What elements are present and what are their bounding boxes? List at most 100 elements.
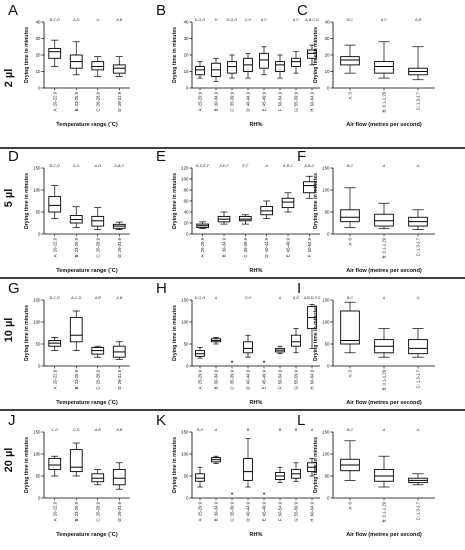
y-tick-label: 0 [327, 364, 330, 369]
significance-label: A,B,D,F,G [303, 296, 321, 300]
category-label: B: 30-34.9 [214, 501, 219, 521]
box-1 [69, 310, 83, 351]
x-axis-label: Temperature range (˚C) [56, 267, 118, 274]
y-tick-label: 10 [184, 69, 189, 74]
significance-label: B,D,E,F [196, 164, 210, 168]
row-label-2: 5 µl [3, 189, 15, 208]
box-4 [281, 192, 295, 213]
significance-label: A [382, 296, 386, 300]
category-label: E: 45-49.9 [262, 369, 267, 389]
y-tick-label: 0 [38, 496, 41, 501]
box-3 [243, 438, 253, 488]
box-5 [275, 345, 285, 355]
y-tick-label: 150 [33, 166, 41, 171]
significance-label: B,C [347, 428, 354, 432]
category-label: H: 60-64.9 [310, 501, 315, 521]
box-0 [48, 337, 62, 351]
box-1 [374, 328, 394, 358]
panel-b: B 0 10 20 30 40 Drying time in minutes A: 25-29… [156, 2, 320, 128]
category-label: B: 0.1-1.29 [382, 91, 387, 112]
panel-a: A 0 10 20 30 40 Drying time in minutes A: 20-22… [8, 2, 130, 128]
box-5 [275, 466, 285, 483]
y-tick-label: 20 [36, 53, 41, 58]
significance-label: B,C [347, 296, 354, 300]
category-label: D: 40-44.9 [264, 237, 269, 257]
significance-label: A,B [414, 18, 422, 22]
category-label: E: 45-49.9 [262, 91, 267, 111]
box-4 [259, 46, 269, 76]
x-axis-label: Air flow (metres per second) [346, 532, 422, 538]
iqr-box [303, 181, 316, 194]
box-7 [307, 458, 317, 477]
iqr-box [307, 49, 317, 59]
iqr-box [112, 64, 126, 74]
significance-label: A [382, 428, 386, 432]
iqr-box [195, 66, 205, 76]
significance-label: A,C [292, 18, 300, 22]
significance-label: C,D [73, 428, 80, 432]
significance-label: A,C [260, 18, 268, 22]
y-tick-label: 50 [184, 342, 189, 347]
y-tick-label: 150 [322, 430, 330, 435]
y-tick-label: 40 [184, 210, 189, 215]
category-label: B: 23-25.9 [74, 501, 79, 521]
category-label: A: 25-29.9 [198, 91, 203, 111]
category-label: B: 0.1-1.29 [382, 237, 387, 258]
y-axis-label: Drying time in minutes [313, 437, 319, 493]
box-3 [112, 341, 126, 360]
category-label: A: 0 [348, 237, 353, 245]
y-axis-label: Drying time in minutes [172, 437, 178, 493]
significance-label: A [214, 296, 218, 300]
category-label: D: 40-44.9 [246, 369, 251, 389]
category-label: D: 40-44.9 [246, 501, 251, 521]
significance-label: B,C [347, 18, 354, 22]
category-label: B: 30-34.9 [214, 369, 219, 389]
significance-label: B [247, 428, 250, 432]
box-5 [303, 175, 316, 199]
category-label: C: 1.3-1.7 [416, 91, 421, 110]
y-tick-label: 0 [327, 86, 330, 91]
y-axis-label: Drying time in minutes [172, 305, 178, 361]
significance-label: A [416, 296, 420, 300]
no-data-star: * [231, 361, 234, 367]
y-axis-label: Drying time in minutes [313, 27, 319, 83]
box-2 [239, 214, 252, 225]
category-label: G: 55-59.9 [294, 369, 299, 389]
category-label: D: 29-31.9 [117, 91, 122, 111]
y-tick-label: 20 [325, 53, 330, 58]
box-1 [211, 57, 221, 82]
box-2 [227, 54, 237, 79]
category-label: A: 0 [348, 369, 353, 377]
significance-label: A,B,C [303, 164, 314, 168]
category-label: E: 45-49.9 [262, 501, 267, 521]
iqr-box [195, 473, 205, 482]
y-tick-label: 50 [36, 210, 41, 215]
y-tick-label: 150 [181, 298, 189, 303]
box-1 [69, 206, 83, 228]
x-axis-label: RH% [249, 532, 262, 538]
y-tick-label: 100 [181, 320, 189, 325]
box-1 [374, 41, 394, 79]
category-label: C: 26-28.9 [95, 501, 100, 521]
significance-label: A,B,C [282, 164, 293, 168]
y-tick-label: 20 [184, 53, 189, 58]
significance-label: A [416, 428, 420, 432]
y-axis-label: Drying time in minutes [24, 173, 30, 229]
y-tick-label: 150 [322, 166, 330, 171]
category-label: H: 60-64.9 [310, 369, 315, 389]
box-0 [48, 455, 62, 477]
box-0 [340, 44, 360, 74]
iqr-box [48, 196, 62, 213]
box-2 [91, 56, 105, 77]
category-label: D: 29-31.9 [117, 369, 122, 389]
panel-letter-b: B [156, 2, 166, 19]
box-1 [217, 211, 231, 225]
panel-letter-c: C [297, 2, 308, 19]
box-1 [211, 337, 221, 345]
category-label: B: 0.1-1.29 [382, 369, 387, 390]
category-label: A: 20-22.9 [52, 501, 57, 521]
significance-label: A,C,D [70, 296, 81, 300]
category-label: C: 35-39.9 [230, 91, 235, 111]
